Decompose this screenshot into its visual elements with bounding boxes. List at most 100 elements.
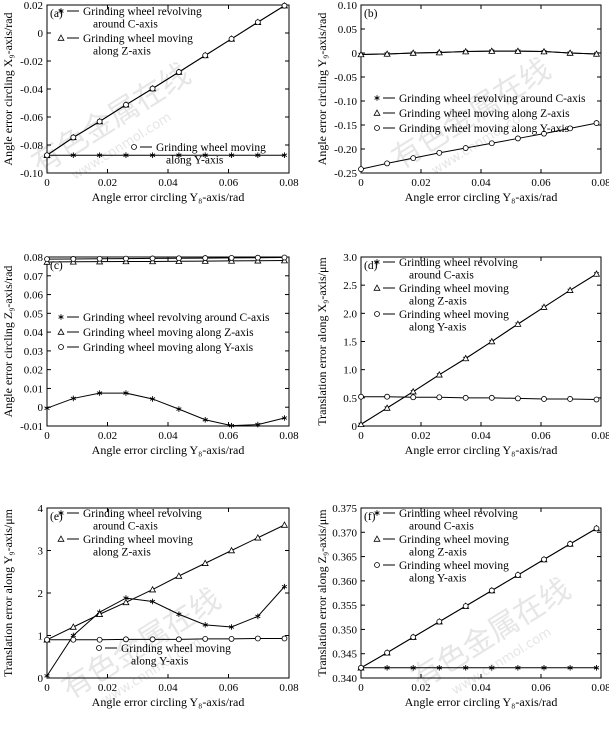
data-point-circle	[488, 394, 495, 401]
series-line	[46, 392, 285, 427]
data-point-circle	[541, 556, 547, 563]
legend-label: Grinding wheel revolving around C-axis	[399, 93, 586, 105]
legend-label: Grinding wheel moving	[83, 33, 193, 45]
legend-marker-circle	[374, 125, 380, 131]
legend-marker-triangle	[373, 535, 381, 542]
x-axis-label: Angle error circling Y₈-axis/rad	[405, 190, 558, 204]
data-point-triangle	[148, 585, 157, 593]
data-point-circle	[96, 636, 103, 643]
y-tick-label: 1.5	[343, 337, 357, 349]
data-point-circle	[44, 636, 50, 643]
legend-label: around C-axis	[409, 270, 474, 282]
legend: Grinding wheel revolving around C-axis Gr…	[57, 312, 270, 354]
y-tick-label: 0.04	[24, 327, 44, 339]
x-tick-label: 0	[358, 682, 364, 694]
y-tick-label: 0	[352, 48, 358, 60]
y-tick-label: 0.05	[338, 24, 358, 36]
data-point-circle	[123, 255, 129, 262]
data-point-star-stroke	[281, 416, 288, 420]
legend-label: Grinding wheel moving along Y-axis	[83, 342, 254, 354]
x-tick-label: 0.08	[279, 430, 299, 442]
data-point-triangle	[175, 572, 183, 579]
data-point-triangle	[280, 521, 289, 528]
legend-label: Grinding wheel revolving	[83, 508, 202, 520]
chart-panel: 0 0.02 0.04 0.06 0.08 0 0.5 1.0 1.5 2.0 2.5 3.0 Angl…	[315, 252, 609, 457]
legend-label: around C-axis	[409, 521, 474, 533]
panel-label: (a)	[50, 8, 63, 20]
x-tick-label: 0.04	[471, 430, 491, 442]
y-tick-label: -0.10	[334, 96, 357, 108]
data-point-circle	[593, 525, 600, 532]
data-point-star-stroke	[593, 666, 600, 670]
y-tick-label: -0.01	[20, 421, 43, 433]
legend-marker-circle	[131, 144, 137, 150]
data-point-circle	[228, 636, 235, 642]
data-point-circle	[281, 254, 288, 261]
legend-marker-star-stroke	[374, 260, 380, 264]
legend-label: Grinding wheel moving	[156, 142, 266, 154]
y-tick-label: 0.345	[332, 649, 357, 661]
data-point-circle	[541, 396, 547, 402]
y-tick-label: 3	[38, 546, 44, 558]
chart-panel: 0 0.02 0.04 0.06 0.08 -0.10 -0.08 -0.06 -0.04 -0.…	[1, 0, 299, 204]
data-point-triangle	[592, 50, 601, 57]
legend-marker-star-stroke	[58, 511, 64, 515]
legend-label: Grinding wheel moving along Z-axis	[83, 327, 254, 339]
y-tick-label: -0.06	[20, 112, 43, 124]
y-axis-label: Translation error along X₉-axis/μm	[315, 257, 329, 426]
series-line	[46, 524, 285, 641]
data-point-star	[463, 665, 469, 671]
data-point-circle	[462, 603, 469, 610]
data-point-triangle	[592, 270, 601, 277]
data-point-star	[202, 152, 208, 159]
data-point-star-stroke	[202, 417, 208, 422]
legend-marker-star	[58, 314, 64, 320]
x-tick-label: 0.06	[531, 682, 551, 694]
data-point-circle	[410, 634, 417, 641]
data-point-triangle	[462, 47, 470, 55]
legend-marker-circle	[374, 311, 380, 317]
data-point-circle	[515, 395, 521, 402]
data-point-star	[123, 152, 129, 159]
data-point-star-stroke	[489, 666, 495, 670]
data-point-star-stroke	[228, 625, 235, 629]
data-point-star-stroke	[123, 391, 129, 395]
y-axis-label: Angle error circling Y₉-axis/rad	[315, 13, 329, 166]
data-point-star-stroke	[541, 666, 547, 670]
data-point-triangle	[383, 404, 391, 411]
x-tick-label: 0	[44, 430, 50, 442]
y-tick-label: 0.360	[332, 576, 357, 588]
chart-panel: 0 0.02 0.04 0.06 0.08 0.340 0.345 0.350 0.355 0.3…	[315, 503, 609, 709]
x-tick-label: 0	[358, 177, 364, 189]
data-point-circle	[254, 19, 261, 26]
series-line	[360, 273, 597, 425]
y-tick-label: 1	[38, 631, 44, 643]
data-point-circle	[149, 85, 156, 92]
y-tick-label: 0	[38, 402, 44, 414]
x-tick-label: 0.02	[98, 682, 117, 694]
data-point-circle	[436, 149, 443, 156]
data-point-star-stroke	[70, 396, 76, 401]
legend-marker-triangle	[57, 34, 65, 41]
data-point-circle	[462, 145, 469, 151]
data-point-circle	[436, 394, 443, 401]
data-point-triangle	[357, 50, 365, 58]
x-tick-label: 0.06	[219, 177, 239, 189]
data-point-star	[515, 665, 521, 671]
data-point-triangle	[96, 610, 104, 617]
data-point-circle	[96, 255, 103, 262]
data-point-circle	[567, 541, 573, 547]
data-point-triangle	[540, 47, 548, 55]
panel-label: (b)	[364, 8, 378, 20]
data-point-star-stroke	[176, 153, 182, 158]
x-tick-label: 0.06	[219, 430, 239, 442]
legend-marker-triangle	[373, 284, 381, 291]
series-line	[47, 637, 285, 641]
data-point-circle	[358, 166, 364, 173]
y-tick-label: 0.340	[332, 673, 357, 685]
